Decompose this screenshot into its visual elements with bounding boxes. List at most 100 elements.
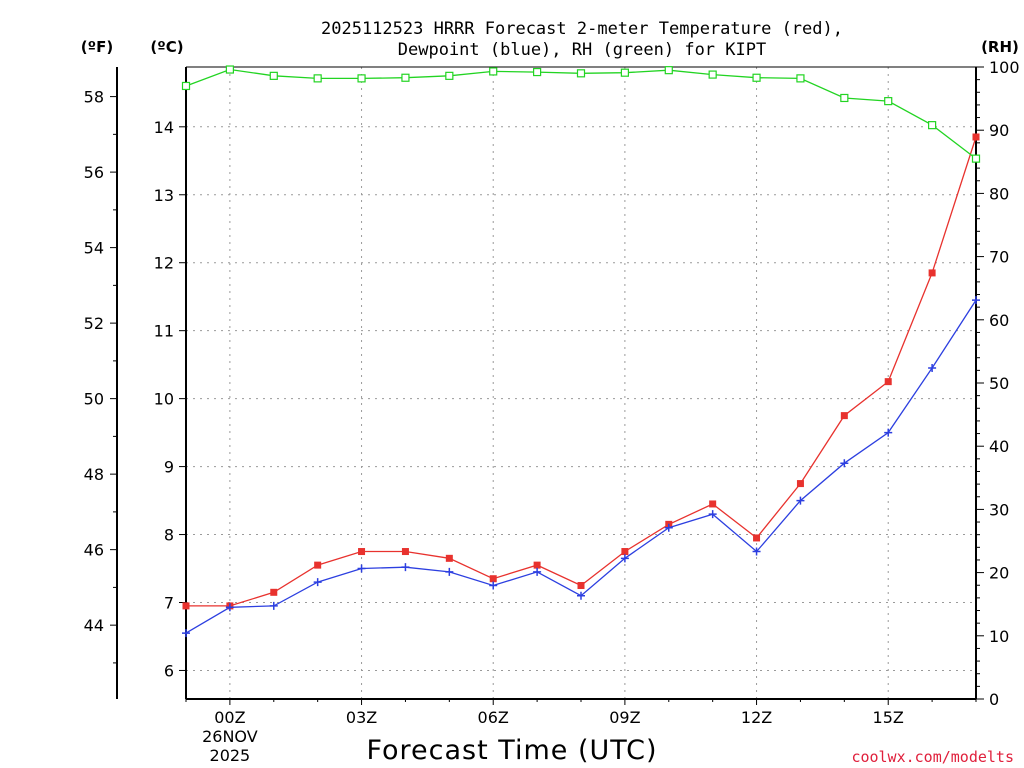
temperature-data-point — [445, 554, 453, 562]
fahrenheit-tick-label: 56 — [84, 163, 104, 182]
rh-tick-label: 80 — [989, 184, 1009, 203]
temperature-data-point — [577, 582, 585, 590]
x-tick-label: 06Z — [478, 708, 509, 727]
x-tick-year-label: 2025 — [210, 746, 251, 765]
x-tick-label: 09Z — [609, 708, 640, 727]
rh-tick-label: 90 — [989, 121, 1009, 140]
dewpoint-data-point — [489, 581, 498, 590]
dewpoint-data-point — [357, 564, 366, 573]
fahrenheit-tick-label: 46 — [84, 541, 104, 560]
temperature-data-point — [270, 588, 278, 596]
rh-data-point — [489, 67, 498, 76]
axes-layer — [110, 66, 984, 705]
rh-tick-label: 20 — [989, 564, 1009, 583]
rh-data-point — [313, 74, 322, 83]
dewpoint-data-point — [401, 563, 410, 572]
temperature-data-point — [489, 575, 497, 583]
fahrenheit-tick-label: 58 — [84, 88, 104, 107]
x-axis-label: Forecast Time (UTC) — [366, 735, 657, 766]
rh-tick-label: 50 — [989, 374, 1009, 393]
rh-data-point — [181, 81, 191, 91]
rh-data-point — [840, 93, 849, 103]
rh-data-point — [576, 69, 586, 78]
temperature-data-point — [358, 548, 366, 556]
x-tick-label: 03Z — [346, 708, 377, 727]
temperature-data-point — [533, 561, 541, 569]
dewpoint-data-point — [313, 578, 322, 587]
celsius-tick-label: 13 — [154, 186, 174, 205]
rh-data-point — [708, 70, 717, 79]
rh-data-point — [796, 74, 805, 83]
temperature-data-point — [314, 561, 322, 569]
temperature-data-point — [401, 548, 409, 556]
chart-title-line-2: Dewpoint (blue), RH (green) for KIPT — [398, 40, 766, 60]
dewpoint-data-point — [533, 567, 542, 576]
celsius-tick-label: 10 — [154, 390, 174, 409]
celsius-tick-label: 12 — [154, 254, 174, 273]
series-layer — [181, 65, 981, 638]
dewpoint-data-point — [928, 364, 937, 373]
dewpoint-data-point — [182, 629, 190, 638]
temperature-data-point — [928, 269, 936, 277]
rh-data-point — [664, 66, 673, 75]
grid-layer — [186, 67, 976, 699]
fahrenheit-tick-label: 50 — [84, 390, 104, 409]
dewpoint-data-point — [577, 591, 585, 600]
dewpoint-data-point — [972, 296, 980, 305]
temperature-data-point — [621, 548, 629, 556]
temperature-series-line — [186, 136, 977, 607]
temperature-data-point — [796, 480, 804, 488]
rh-tick-label: 40 — [989, 437, 1009, 456]
rh-tick-label: 60 — [989, 311, 1009, 330]
rh-data-point — [928, 121, 937, 130]
celsius-tick-label: 6 — [164, 661, 174, 680]
source-credit: coolwx.com/modelts — [851, 748, 1014, 766]
dewpoint-data-point — [752, 547, 761, 556]
rh-data-point — [533, 67, 542, 77]
temperature-data-point — [972, 133, 980, 141]
celsius-tick-label: 11 — [154, 322, 174, 341]
dewpoint-data-point — [225, 603, 234, 612]
rh-data-point — [884, 97, 893, 106]
chart-title-line-1: 2025112523 HRRR Forecast 2-meter Tempera… — [321, 19, 843, 39]
dewpoint-data-point — [664, 523, 673, 532]
temperature-data-point — [709, 500, 717, 508]
celsius-tick-label: 7 — [164, 594, 174, 613]
fahrenheit-unit-label: (ºF) — [81, 38, 113, 56]
rh-data-point — [752, 73, 761, 82]
rh-tick-label: 10 — [989, 627, 1009, 646]
temperature-data-point — [840, 412, 848, 420]
dewpoint-data-point — [796, 496, 805, 505]
fahrenheit-tick-label: 52 — [84, 314, 104, 333]
temperature-data-point — [884, 378, 892, 386]
celsius-tick-label: 9 — [164, 458, 174, 477]
fahrenheit-tick-label: 54 — [84, 239, 104, 258]
x-tick-date-label: 26NOV — [202, 727, 258, 746]
temperature-data-point — [753, 534, 761, 542]
rh-data-point — [401, 73, 410, 82]
rh-tick-label: 100 — [989, 58, 1020, 77]
dewpoint-data-point — [269, 601, 278, 610]
x-tick-label: 00Z — [214, 708, 245, 727]
fahrenheit-tick-label: 44 — [84, 616, 104, 635]
dewpoint-data-point — [445, 567, 454, 576]
rh-data-point — [971, 154, 981, 163]
dewpoint-data-point — [620, 554, 629, 563]
x-tick-label: 15Z — [873, 708, 904, 727]
rh-data-point — [269, 71, 278, 80]
rh-data-point — [225, 65, 234, 74]
temperature-data-point — [182, 602, 190, 610]
rh-series-line — [185, 68, 977, 160]
rh-data-point — [357, 74, 366, 83]
dewpoint-data-point — [884, 428, 893, 437]
rh-tick-label: 70 — [989, 248, 1009, 267]
dewpoint-data-point — [840, 459, 849, 468]
celsius-unit-label: (ºC) — [150, 38, 183, 56]
rh-tick-label: 0 — [989, 690, 999, 709]
rh-data-point — [445, 71, 454, 80]
x-tick-label: 12Z — [741, 708, 772, 727]
rh-unit-label: (RH) — [981, 38, 1019, 56]
dewpoint-data-point — [708, 510, 717, 519]
